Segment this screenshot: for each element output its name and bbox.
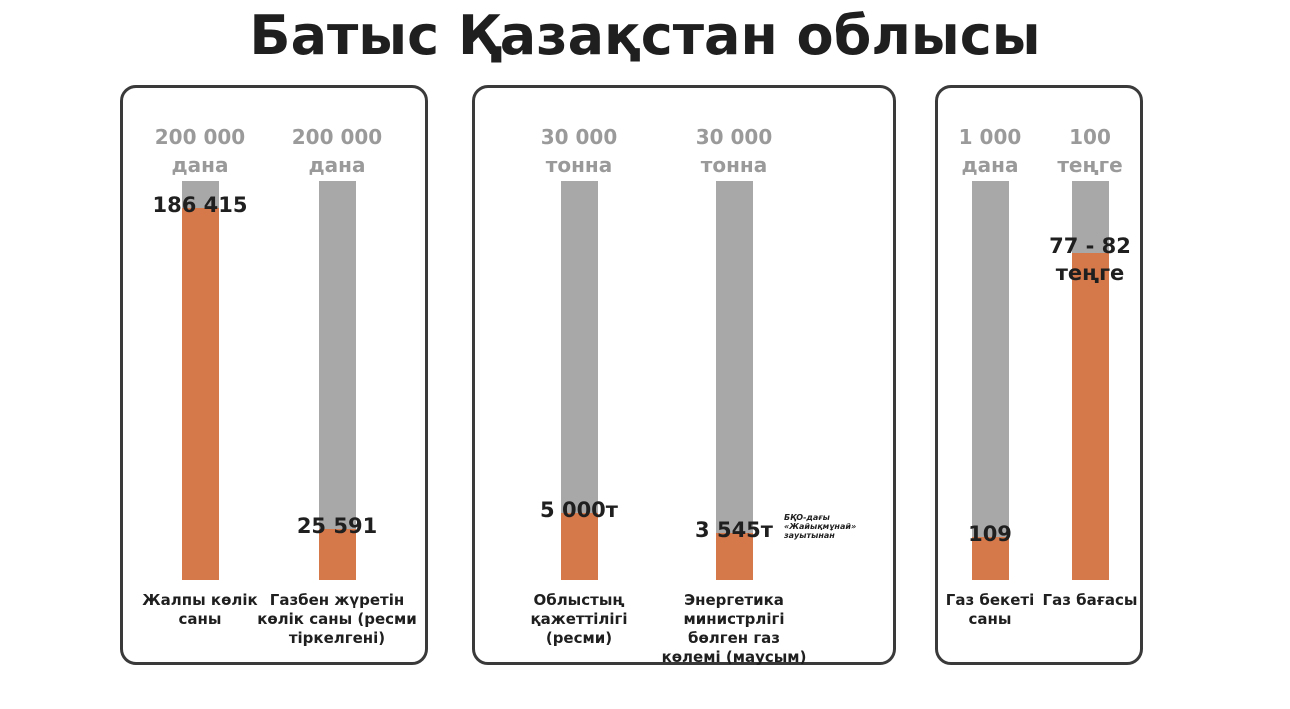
bar-caption: Энергетика министрлігі бөлген газ көлемі… [661, 591, 807, 666]
bar-fill [182, 208, 219, 580]
bar-caption: Жалпы көлік саны [142, 591, 258, 628]
bar-fill [319, 529, 356, 580]
bar-max-unit: дана [171, 153, 229, 177]
bar-caption: Облыстың қажеттілігі (ресми) [530, 591, 628, 647]
bar-max-value: 200 000 [291, 125, 383, 149]
panel-gas-volume [472, 85, 896, 665]
bar-value-label: 3 545т [695, 518, 773, 542]
bar-max-label: 200 000 дана [120, 123, 280, 179]
bar-max-value: 200 000 [154, 125, 246, 149]
bar-max-value: 1 000 [958, 125, 1022, 149]
bar-value-label: 25 591 [296, 514, 378, 538]
bar-max-unit: дана [308, 153, 366, 177]
bar-fill [1072, 253, 1109, 580]
chart-title: Батыс Қазақстан облысы [249, 4, 1041, 67]
bar-fill [972, 537, 1009, 580]
bar-value-label: 109 [968, 522, 1012, 546]
panel-vehicles [120, 85, 428, 665]
bar-max-unit: тонна [545, 153, 613, 177]
bar-max-value: 100 [1069, 125, 1111, 149]
bar-fill [716, 533, 753, 580]
bar-caption: Газбен жүретін көлік саны (ресми тіркелг… [257, 591, 417, 647]
bar-track [182, 181, 219, 580]
bar-value-label: 5 000т [540, 498, 618, 522]
bar-track [1072, 181, 1109, 580]
bar-track [716, 181, 753, 580]
bar-max-value: 30 000 [540, 125, 618, 149]
bar-fill [561, 513, 598, 580]
bar-caption: Газ бекеті саны [945, 591, 1035, 628]
bar-track [561, 181, 598, 580]
bar-track [972, 181, 1009, 580]
bar-max-unit: дана [961, 153, 1019, 177]
bar-value-label: 186 415 [152, 193, 248, 217]
bar-max-label: 30 000 тонна [654, 123, 814, 179]
bar-max-value: 30 000 [695, 125, 773, 149]
bar-note: БҚО-дағы «Жайықмұнай» зауытынан [784, 513, 857, 540]
bar-caption: Газ бағасы [1042, 591, 1138, 609]
bar-max-label: 1 000 дана [910, 123, 1070, 179]
bar-track [319, 181, 356, 580]
bar-max-unit: тонна [700, 153, 768, 177]
bar-max-label: 100 теңге [1010, 123, 1170, 179]
bar-max-label: 30 000 тонна [499, 123, 659, 179]
bar-max-unit: теңге [1057, 153, 1123, 177]
bar-value-label: 77 - 82 теңге [1049, 234, 1131, 285]
bar-max-label: 200 000 дана [257, 123, 417, 179]
